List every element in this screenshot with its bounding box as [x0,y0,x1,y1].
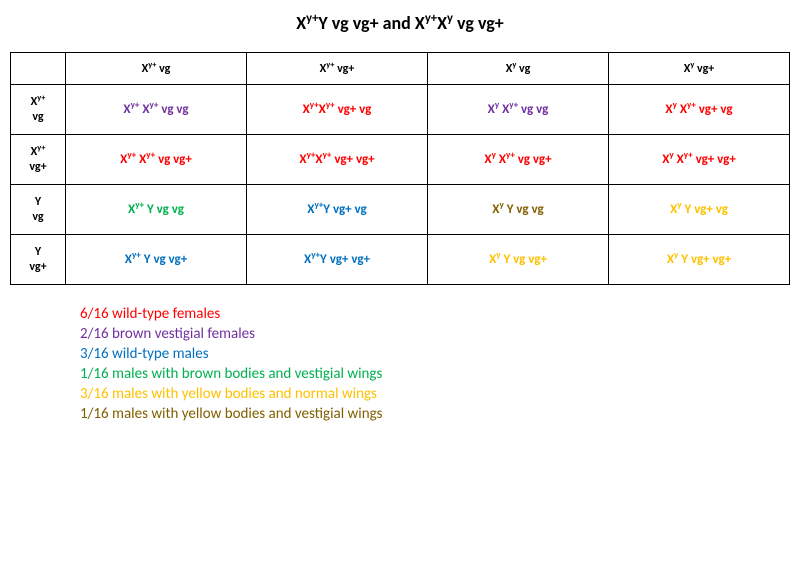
row-header: Xy+vg+ [11,135,66,185]
punnett-cell: Xy Y vg vg [428,185,609,235]
legend: 6/16 wild-type females 2/16 brown vestig… [80,305,790,423]
corner-cell [11,53,66,85]
punnett-cell: Xy+ Xy+ vg vg+ [66,135,247,185]
punnett-cell: Xy+ Xy+ vg vg [66,85,247,135]
column-header: Xy+ vg+ [247,53,428,85]
table-row: Yvg Xy+ Y vg vg Xy+Y vg+ vg Xy Y vg vg X… [11,185,790,235]
row-header: Yvg+ [11,235,66,285]
punnett-cell: Xy+Xy+ vg+ vg+ [247,135,428,185]
punnett-cell: Xy Xy+ vg vg [428,85,609,135]
punnett-cell: Xy+Y vg+ vg [247,185,428,235]
table-row: Xy+vg Xy+ Xy+ vg vg Xy+Xy+ vg+ vg Xy Xy+… [11,85,790,135]
punnett-cell: Xy+Xy+ vg+ vg [247,85,428,135]
legend-item: 3/16 males with yellow bodies and normal… [80,385,790,403]
punnett-cell: Xy+Y vg+ vg+ [247,235,428,285]
row-header: Yvg [11,185,66,235]
column-header: Xy+ vg [66,53,247,85]
punnett-cell: Xy Y vg+ vg [609,185,790,235]
column-header: Xy vg [428,53,609,85]
column-header: Xy vg+ [609,53,790,85]
punnett-cell: Xy Xy+ vg vg+ [428,135,609,185]
punnett-cell: Xy+ Y vg vg [66,185,247,235]
punnett-cell: Xy Y vg+ vg+ [609,235,790,285]
legend-item: 1/16 males with yellow bodies and vestig… [80,405,790,423]
punnett-cell: Xy+ Y vg vg+ [66,235,247,285]
table-row: Xy+ vg Xy+ vg+ Xy vg Xy vg+ [11,53,790,85]
table-row: Xy+vg+ Xy+ Xy+ vg vg+ Xy+Xy+ vg+ vg+ Xy … [11,135,790,185]
punnett-cell: Xy Y vg vg+ [428,235,609,285]
punnett-table: Xy+ vg Xy+ vg+ Xy vg Xy vg+ Xy+vg Xy+ Xy… [10,52,790,285]
table-row: Yvg+ Xy+ Y vg vg+ Xy+Y vg+ vg+ Xy Y vg v… [11,235,790,285]
punnett-cell: Xy Xy+ vg+ vg+ [609,135,790,185]
row-header: Xy+vg [11,85,66,135]
punnett-cell: Xy Xy+ vg+ vg [609,85,790,135]
legend-item: 2/16 brown vestigial females [80,325,790,343]
page-title: Xy+Y vg vg+ and Xy+Xy vg vg+ [10,12,790,34]
legend-item: 6/16 wild-type females [80,305,790,323]
legend-item: 1/16 males with brown bodies and vestigi… [80,365,790,383]
legend-item: 3/16 wild-type males [80,345,790,363]
